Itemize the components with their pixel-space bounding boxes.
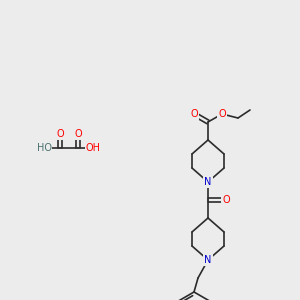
Text: O: O bbox=[222, 195, 230, 205]
Text: O: O bbox=[74, 129, 82, 139]
Text: O: O bbox=[190, 109, 198, 119]
Text: N: N bbox=[204, 177, 212, 187]
Text: OH: OH bbox=[85, 143, 100, 153]
Text: HO: HO bbox=[37, 143, 52, 153]
Text: O: O bbox=[218, 109, 226, 119]
Text: O: O bbox=[56, 129, 64, 139]
Text: N: N bbox=[204, 255, 212, 265]
